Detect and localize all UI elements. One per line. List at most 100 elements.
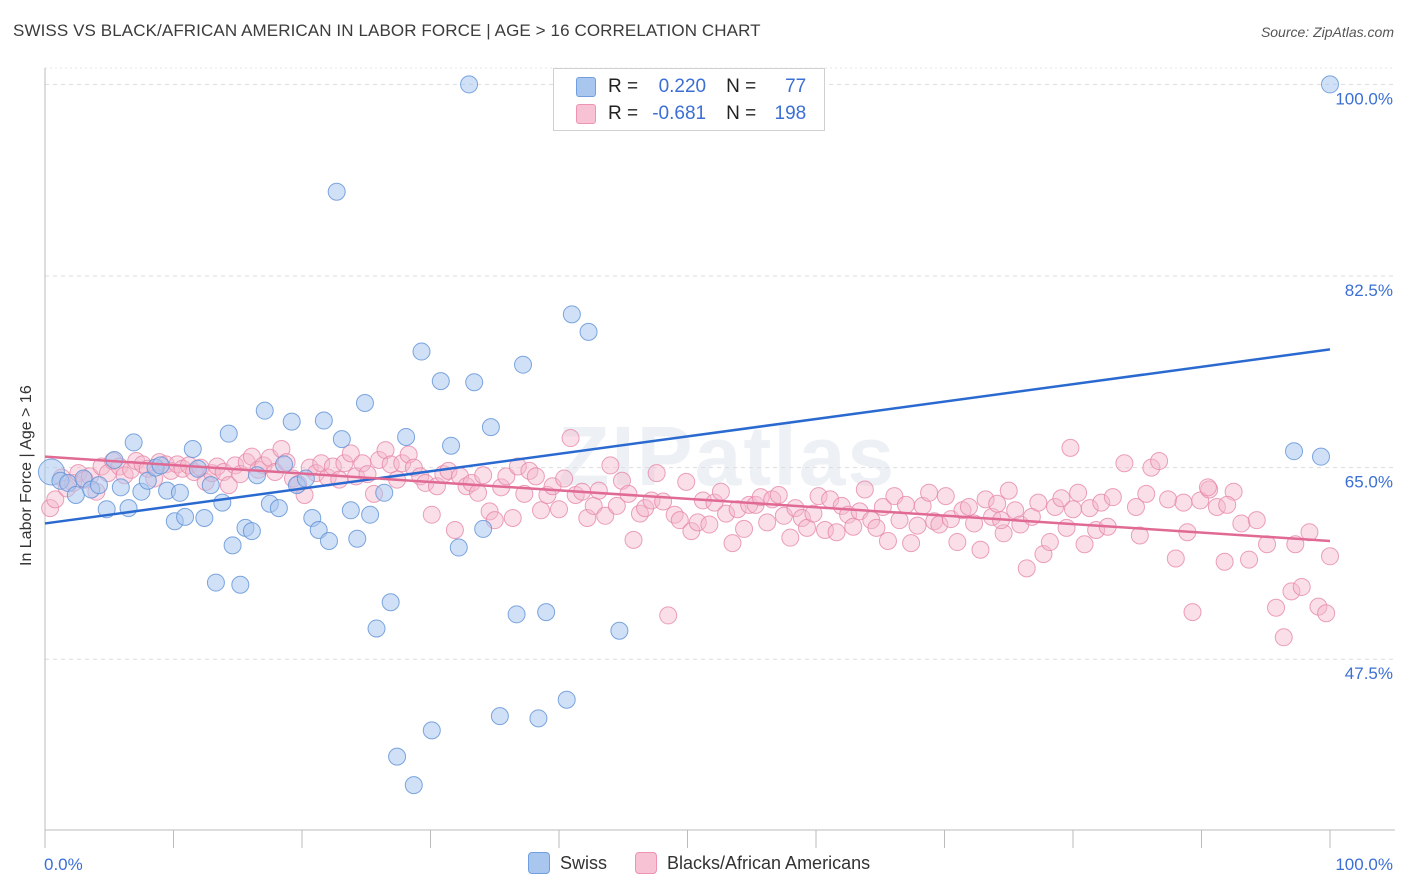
black-data-point [1292,577,1311,596]
black-data-point [630,504,649,523]
swiss-data-point [579,322,598,341]
swiss-data-point [397,427,416,446]
swiss-data-point [327,182,346,201]
axis-layer [44,68,1395,848]
swiss-data-point [176,507,195,526]
trend-layer [44,348,1331,543]
black-data-point [647,464,666,483]
swiss-data-point [529,709,548,728]
y-tick-label: 100.0% [1335,89,1393,108]
black-data-point [1092,493,1111,512]
swiss-data-point [514,355,533,374]
black-trend-line [44,455,1331,543]
swiss-trend-line [44,348,1331,525]
black-data-point [1232,514,1251,533]
swiss-n-value: 77 [785,76,807,97]
black-data-point [809,487,828,506]
swiss-data-point [332,430,351,449]
black-data-point [971,540,990,559]
black-data-point [1267,598,1286,617]
black-data-point [1150,452,1169,471]
black-data-point [532,501,551,520]
bottom-legend: Swiss Blacks/African Americans [528,852,898,874]
black-data-point [936,487,955,506]
black-data-point [1218,495,1237,514]
black-data-point [728,500,747,519]
black-data-point [1274,628,1293,647]
watermark: ZIPatlas [558,409,897,503]
black-data-point [792,508,811,527]
swiss-data-point [481,418,500,437]
black-data-point [844,517,863,536]
black-data-point [612,471,631,490]
black-data-point [480,502,499,521]
black-data-point [688,513,707,532]
black-data-point [341,444,360,463]
black-data-point [526,467,545,486]
black-data-point [445,521,464,540]
black-data-point [965,514,984,533]
black-data-point [1309,597,1328,616]
swiss-data-point [465,373,484,392]
black-data-point [1282,582,1301,601]
black-data-point [589,481,608,500]
black-data-point [381,455,400,474]
black-data-point [601,456,620,475]
black-data-point [1075,535,1094,554]
swiss-data-point [231,575,250,594]
x-tick-label: 100.0% [1335,855,1393,874]
black-data-point [1183,603,1202,622]
black-data-point [335,454,354,473]
black-n-value: 198 [774,103,807,124]
black-data-point [815,521,834,540]
swiss-data-point [507,605,526,624]
black-data-point [1317,604,1336,623]
black-data-point [1159,490,1178,509]
black-data-point [659,606,678,625]
black-data-point [1046,498,1065,517]
black-data-point [723,534,742,553]
black-data-point [1321,547,1339,566]
black-data-point [677,472,696,491]
swiss-data-point [557,690,576,709]
black-data-point [786,499,805,518]
black-data-point [422,505,441,524]
black-data-point [1247,511,1266,530]
black-data-point [624,530,643,549]
black-data-point [781,528,800,547]
black-data-point [751,488,770,507]
black-data-point [1130,526,1149,545]
black-data-point [596,506,615,525]
swiss-data-point [348,529,367,548]
black-data-point [555,469,574,488]
swiss-data-point [449,538,468,557]
swiss-data-point [282,412,301,431]
black-n-label: N = [726,103,757,124]
swiss-data-point [431,372,450,391]
swiss-r-value: 0.220 [658,76,707,97]
black-data-point [1057,518,1076,537]
black-data-point [804,504,823,523]
black-data-point [948,533,967,552]
swiss-data-point [275,455,294,474]
swiss-data-point [223,536,242,555]
swiss-data-point [89,476,108,495]
swiss-data-point [490,707,509,726]
black-data-point [1142,458,1161,477]
black-data-point [867,518,886,537]
swiss-data-point [1285,442,1304,461]
y-tick-label: 65.0% [1345,473,1393,492]
black-data-point [1103,488,1122,507]
swiss-data-point [195,508,214,527]
black-data-point [717,504,736,523]
swiss-data-point [367,619,386,638]
black-data-point [920,483,939,502]
swiss-data-point [111,478,130,497]
swiss-legend-swatch [528,852,550,874]
black-data-point [705,493,724,512]
y-axis-label: In Labor Force | Age > 16 [18,385,35,566]
black-data-point [561,429,580,448]
black-data-point [758,513,777,532]
black-data-point [700,515,719,534]
